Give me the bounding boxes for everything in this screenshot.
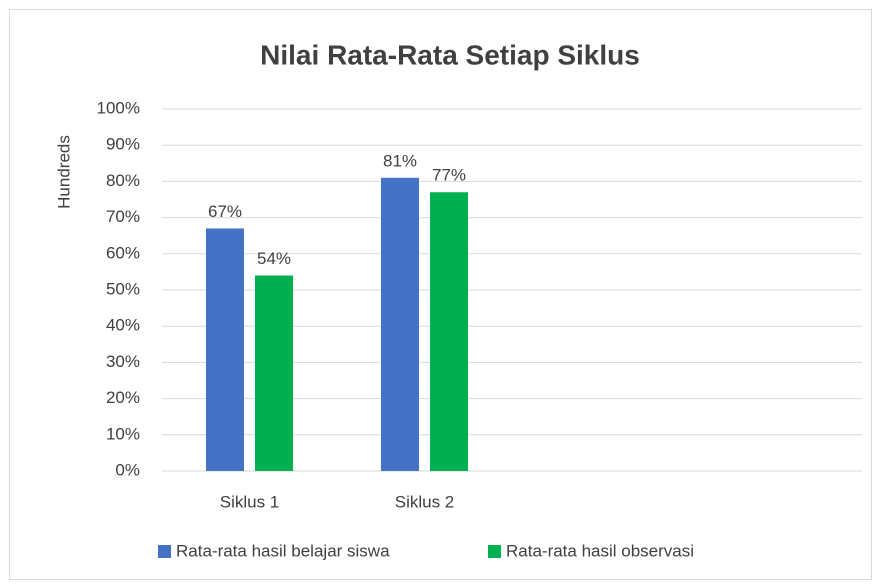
y-tick-label: 70% — [106, 207, 140, 226]
x-tick-label: Siklus 2 — [395, 492, 455, 511]
data-label: 54% — [257, 249, 291, 268]
y-tick-label: 90% — [106, 135, 140, 154]
data-label: 67% — [208, 202, 242, 221]
y-tick-label: 30% — [106, 352, 140, 371]
y-tick-label: 50% — [106, 279, 140, 298]
bar — [206, 228, 244, 471]
y-tick-label: 0% — [115, 460, 140, 479]
data-label: 81% — [383, 151, 417, 170]
bar — [381, 177, 419, 471]
legend-label: Rata-rata hasil observasi — [506, 541, 694, 560]
bar — [430, 192, 468, 471]
y-tick-label: 40% — [106, 316, 140, 335]
x-tick-label: Siklus 1 — [220, 492, 280, 511]
bar — [255, 275, 293, 471]
legend-label: Rata-rata hasil belajar siswa — [176, 541, 390, 560]
legend-swatch — [158, 545, 171, 558]
legend-swatch — [488, 545, 501, 558]
y-tick-label: 100% — [97, 98, 140, 117]
data-label: 77% — [432, 166, 466, 185]
y-tick-label: 10% — [106, 424, 140, 443]
y-axis-label: Hundreds — [54, 135, 73, 209]
y-tick-label: 60% — [106, 243, 140, 262]
chart-title: Nilai Rata-Rata Setiap Siklus — [260, 39, 640, 70]
y-tick-label: 20% — [106, 388, 140, 407]
y-tick-label: 80% — [106, 171, 140, 190]
